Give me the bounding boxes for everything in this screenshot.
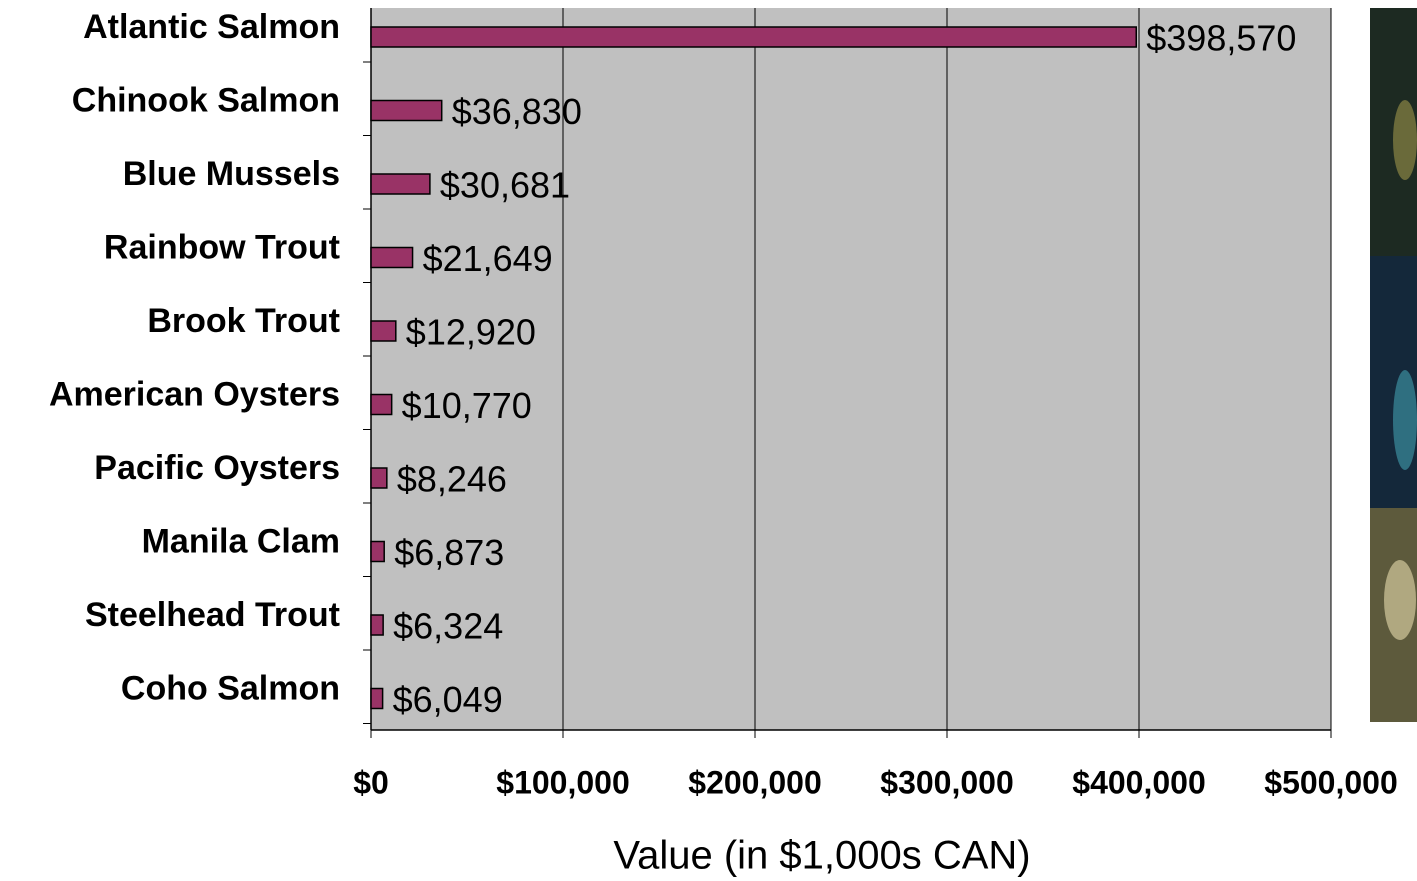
bar xyxy=(370,246,414,269)
bar xyxy=(370,687,384,710)
bar xyxy=(370,173,431,195)
x-tick-label: $400,000 xyxy=(1072,764,1205,800)
data-label: $10,770 xyxy=(402,385,532,426)
bar xyxy=(370,393,393,416)
bar xyxy=(370,540,385,563)
x-tick-label: $100,000 xyxy=(496,764,629,800)
y-tick-label: Manila Clam xyxy=(142,522,340,560)
x-tick-label: $500,000 xyxy=(1264,764,1397,800)
y-tick-label: Coho Salmon xyxy=(121,669,340,707)
data-label: $8,246 xyxy=(397,459,507,500)
plot-area xyxy=(371,8,1331,730)
data-label: $6,873 xyxy=(394,532,504,573)
y-tick-label: American Oysters xyxy=(49,375,340,413)
y-tick-label: Chinook Salmon xyxy=(72,81,340,119)
y-tick-label: Atlantic Salmon xyxy=(83,8,340,46)
data-label: $6,324 xyxy=(393,606,503,647)
bar xyxy=(370,320,397,342)
y-tick-label: Rainbow Trout xyxy=(104,228,340,266)
bar xyxy=(370,467,388,489)
data-label: $36,830 xyxy=(452,91,582,132)
photos xyxy=(1370,8,1417,722)
bar xyxy=(370,26,1138,48)
x-axis-label: Value (in $1,000s CAN) xyxy=(613,834,1030,878)
data-label: $21,649 xyxy=(423,238,553,279)
y-tick-label: Blue Mussels xyxy=(123,155,340,193)
bar xyxy=(370,99,443,122)
data-label: $398,570 xyxy=(1146,18,1296,59)
y-tick-label: Pacific Oysters xyxy=(94,449,340,487)
x-tick-label: $0 xyxy=(353,764,389,800)
data-label: $6,049 xyxy=(393,679,503,720)
y-tick-label: Steelhead Trout xyxy=(85,596,340,634)
y-tick-label: Brook Trout xyxy=(147,302,340,340)
bar xyxy=(370,614,384,636)
x-tick-label: $200,000 xyxy=(688,764,821,800)
data-label: $12,920 xyxy=(406,312,536,353)
data-label: $30,681 xyxy=(440,165,570,206)
x-tick-label: $300,000 xyxy=(880,764,1013,800)
